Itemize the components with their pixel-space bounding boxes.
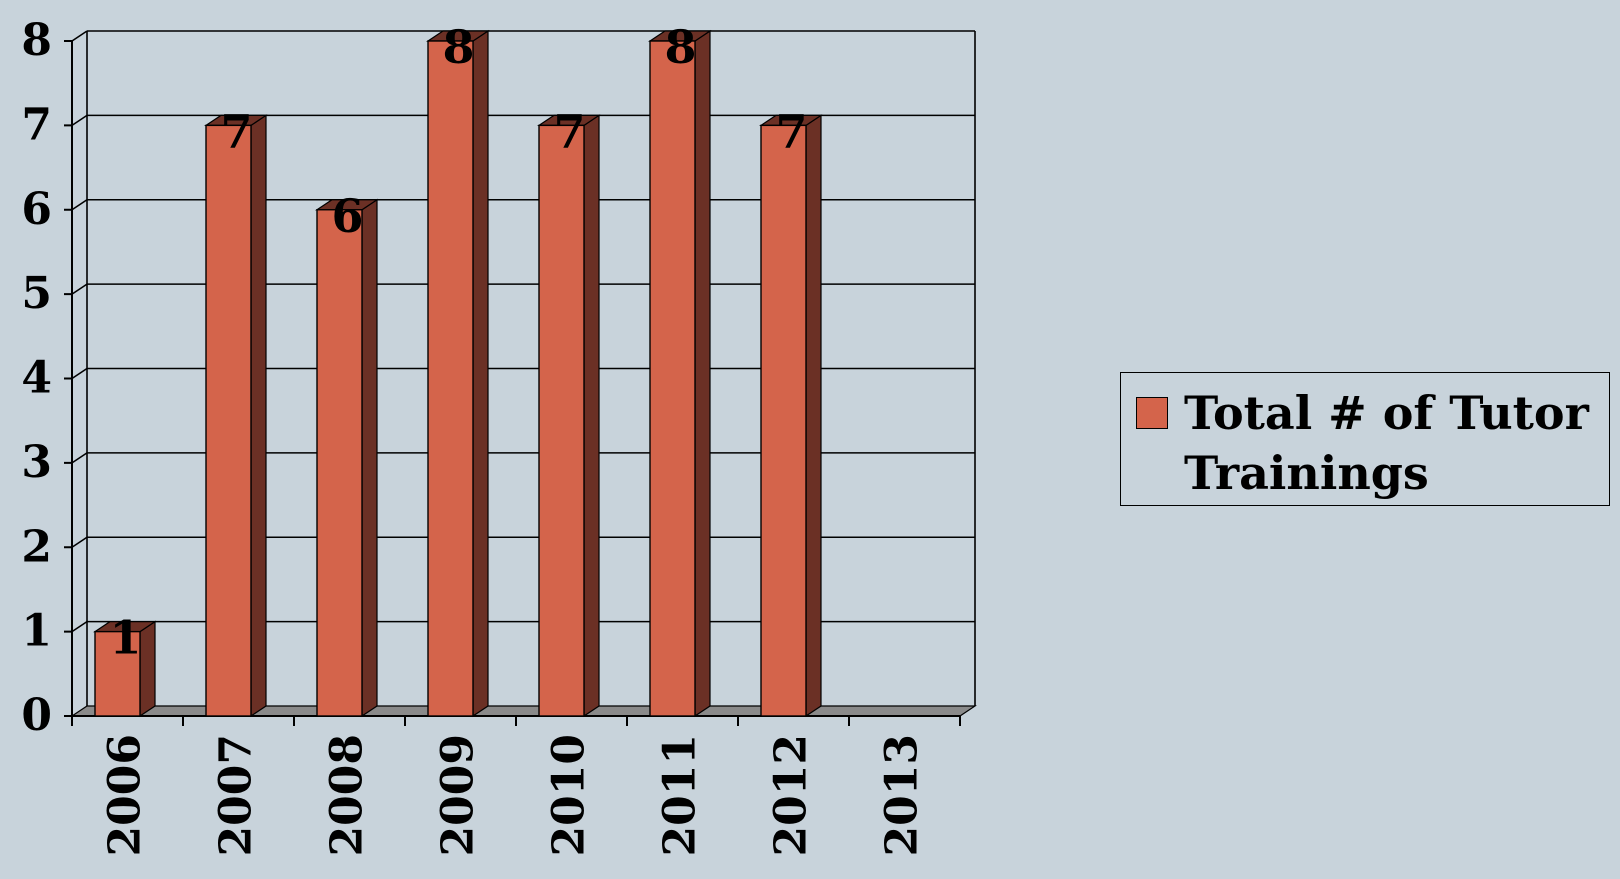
gridline-side bbox=[71, 452, 88, 464]
y-tick-label: 4 bbox=[21, 353, 52, 404]
bar-side bbox=[472, 29, 489, 718]
data-label: 7 bbox=[775, 104, 807, 158]
y-tick-label: 2 bbox=[21, 521, 52, 572]
y-tick-label: 8 bbox=[21, 15, 52, 66]
y-tick-label: 7 bbox=[21, 99, 52, 150]
gridline-side bbox=[71, 114, 88, 127]
data-label: 7 bbox=[220, 104, 252, 158]
bar-side bbox=[805, 114, 822, 718]
legend-label: Total # of Tutor Trainings bbox=[1184, 386, 1589, 500]
x-tick-labels: 2006 2007 2008 2009 2010 2011 2012 2013 bbox=[100, 734, 928, 856]
x-tick-label: 2010 bbox=[544, 734, 595, 856]
bar-side bbox=[361, 198, 378, 718]
gridline-side bbox=[71, 367, 88, 380]
bar-side bbox=[694, 29, 711, 718]
data-labels: 1 7 6 8 7 8 7 bbox=[109, 20, 807, 665]
bars bbox=[93, 29, 823, 718]
x-tick-label: 2013 bbox=[877, 734, 928, 856]
bar bbox=[427, 40, 474, 717]
bar bbox=[205, 124, 252, 717]
bar bbox=[649, 40, 696, 717]
gridline-side bbox=[71, 620, 88, 633]
x-tick-label: 2012 bbox=[766, 734, 817, 856]
data-label: 1 bbox=[109, 611, 141, 665]
x-tick-label: 2011 bbox=[655, 734, 706, 856]
bar bbox=[94, 630, 141, 717]
gridline-side bbox=[71, 30, 88, 42]
y-tick-label: 0 bbox=[21, 690, 52, 741]
axes bbox=[64, 40, 961, 726]
data-label: 8 bbox=[442, 20, 474, 74]
y-tick-labels: 0 1 2 3 4 5 6 7 8 bbox=[21, 15, 52, 741]
y-tick-label: 1 bbox=[21, 606, 52, 657]
bar-side bbox=[139, 620, 156, 718]
y-tick-label: 6 bbox=[21, 184, 52, 235]
y-tick-label: 3 bbox=[21, 437, 52, 488]
data-label: 6 bbox=[331, 189, 363, 243]
x-tick-label: 2009 bbox=[433, 734, 484, 856]
y-tick-label: 5 bbox=[21, 268, 52, 319]
legend-swatch bbox=[1136, 397, 1168, 429]
x-tick-label: 2006 bbox=[100, 734, 151, 856]
bar-side bbox=[250, 114, 267, 718]
gridline-side bbox=[71, 283, 88, 295]
bar bbox=[760, 124, 807, 717]
data-label: 7 bbox=[553, 104, 585, 158]
x-tick-label: 2007 bbox=[211, 734, 262, 856]
x-tick-label: 2008 bbox=[322, 734, 373, 856]
data-label: 8 bbox=[664, 20, 696, 74]
bar-side bbox=[583, 114, 600, 718]
gridline-side bbox=[71, 536, 88, 548]
gridline-side bbox=[71, 199, 88, 211]
legend: Total # of Tutor Trainings bbox=[1120, 372, 1610, 506]
bar bbox=[316, 209, 363, 717]
bar bbox=[538, 124, 585, 717]
